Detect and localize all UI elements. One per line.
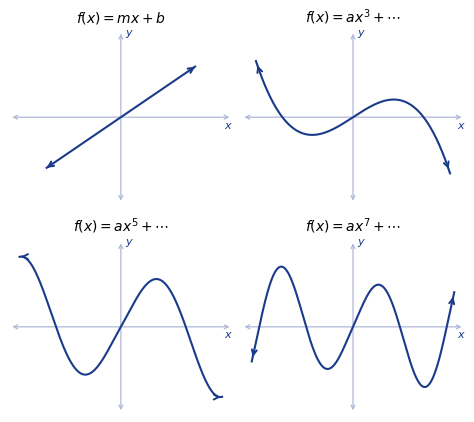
- Text: $y$: $y$: [357, 237, 366, 249]
- Text: $x$: $x$: [224, 330, 233, 340]
- Text: $x$: $x$: [456, 121, 465, 131]
- Text: $x$: $x$: [456, 330, 465, 340]
- Title: $f(x) = ax^3 + \cdots$: $f(x) = ax^3 + \cdots$: [305, 7, 401, 27]
- Text: $y$: $y$: [357, 27, 366, 40]
- Title: $f(x) = ax^5 + \cdots$: $f(x) = ax^5 + \cdots$: [73, 216, 169, 236]
- Title: $f(x) = ax^7 + \cdots$: $f(x) = ax^7 + \cdots$: [305, 216, 401, 236]
- Text: $x$: $x$: [224, 121, 233, 131]
- Text: $y$: $y$: [125, 237, 134, 249]
- Title: $f(x) = mx + b$: $f(x) = mx + b$: [76, 10, 166, 26]
- Text: $y$: $y$: [125, 27, 134, 40]
